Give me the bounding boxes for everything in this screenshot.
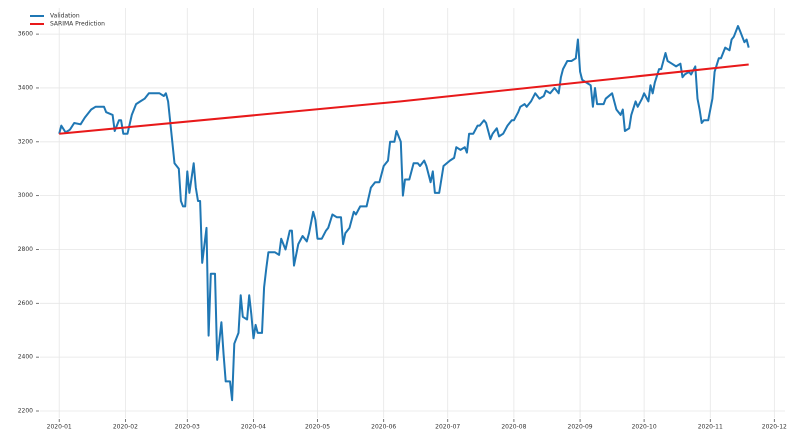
- x-tick-label: 2020-05: [305, 424, 330, 431]
- data-line: [58, 25, 750, 402]
- x-tick-label: 2020-08: [501, 424, 526, 431]
- legend-label: Validation: [50, 13, 80, 20]
- y-tick-label: 2200: [18, 408, 33, 415]
- y-tick-label: 3400: [18, 84, 33, 91]
- y-tick-label: 2600: [18, 300, 33, 307]
- x-tick-label: 2020-07: [435, 424, 460, 431]
- x-tick-label: 2020-02: [113, 424, 138, 431]
- x-tick-label: 2020-06: [371, 424, 396, 431]
- x-tick-label: 2020-10: [632, 424, 657, 431]
- y-tick-label: 2400: [18, 354, 33, 361]
- y-tick-label: 3000: [18, 192, 33, 199]
- x-tick-label: 2020-12: [762, 424, 787, 431]
- x-tick-label: 2020-09: [568, 424, 593, 431]
- data-line: [59, 63, 749, 135]
- x-tick-label: 2020-03: [175, 424, 200, 431]
- legend-label: SARIMA Prediction: [50, 21, 105, 28]
- y-tick-label: 3200: [18, 138, 33, 145]
- x-tick-label: 2020-11: [698, 424, 723, 431]
- x-tick-label: 2020-04: [241, 424, 266, 431]
- y-tick-label: 2800: [18, 246, 33, 253]
- y-tick-label: 3600: [18, 31, 33, 38]
- x-tick-label: 2020-01: [47, 424, 72, 431]
